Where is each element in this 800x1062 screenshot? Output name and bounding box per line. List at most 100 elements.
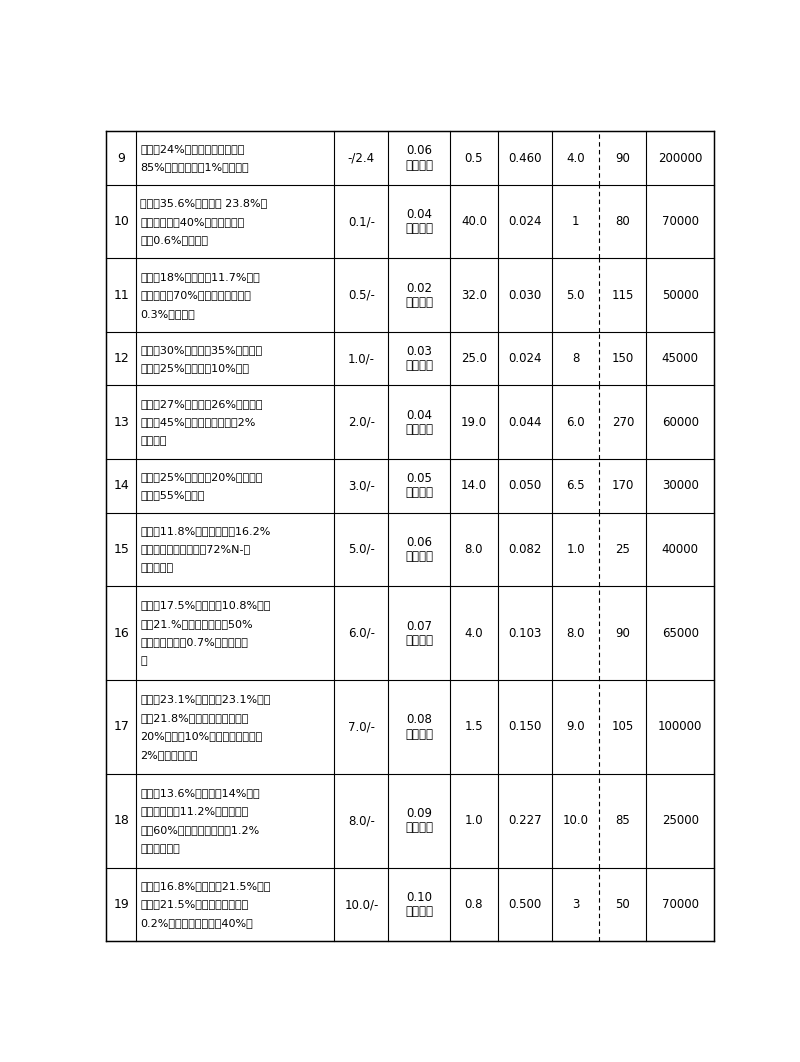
- Text: 0.07: 0.07: [406, 619, 432, 633]
- Text: 基吡咯烷酮: 基吡咯烷酮: [140, 563, 173, 572]
- Text: （氮气）: （氮气）: [406, 905, 434, 919]
- Text: 1.0/-: 1.0/-: [348, 353, 375, 365]
- Text: 单体：17.5%丙烯腈、10.8%丁二: 单体：17.5%丙烯腈、10.8%丁二: [140, 600, 270, 610]
- Text: 3.0/-: 3.0/-: [348, 479, 374, 493]
- Text: （空气）: （空气）: [406, 423, 434, 435]
- Text: 4.0: 4.0: [465, 627, 483, 639]
- Text: 1.5: 1.5: [465, 720, 483, 734]
- Text: 270: 270: [612, 416, 634, 429]
- Text: 12: 12: [114, 353, 129, 365]
- Text: 85: 85: [615, 815, 630, 827]
- Text: 25: 25: [615, 543, 630, 555]
- Text: 18: 18: [114, 815, 129, 827]
- Text: 二烯和21.5%丁二烯，引发剂：: 二烯和21.5%丁二烯，引发剂：: [140, 900, 248, 909]
- Text: 0.04: 0.04: [406, 208, 432, 221]
- Text: （氮气）: （氮气）: [406, 634, 434, 647]
- Text: 单体：11.8%对苯二甲酸和16.2%: 单体：11.8%对苯二甲酸和16.2%: [140, 526, 270, 536]
- Text: 60000: 60000: [662, 416, 698, 429]
- Text: （氮气）: （氮气）: [406, 222, 434, 235]
- Text: 6.0/-: 6.0/-: [348, 627, 375, 639]
- Text: 溶剂：45%二甲苯，催化剂：2%: 溶剂：45%二甲苯，催化剂：2%: [140, 417, 255, 427]
- Text: 0.09: 0.09: [406, 807, 432, 820]
- Text: 1.0: 1.0: [465, 815, 483, 827]
- Text: 4.0: 4.0: [566, 152, 585, 165]
- Text: 14: 14: [114, 479, 129, 493]
- Text: 70000: 70000: [662, 898, 698, 911]
- Text: 115: 115: [612, 289, 634, 302]
- Text: 20%甲苯和10%二甲苯，引发剂：: 20%甲苯和10%二甲苯，引发剂：: [140, 732, 262, 741]
- Text: 0.06: 0.06: [406, 144, 432, 157]
- Text: 0.2%过硫酸钾，溶剂：40%水: 0.2%过硫酸钾，溶剂：40%水: [140, 918, 253, 928]
- Text: 0.050: 0.050: [508, 479, 542, 493]
- Text: 单体：27%己二酸和26%己二胺，: 单体：27%己二酸和26%己二胺，: [140, 399, 262, 409]
- Text: 2.0/-: 2.0/-: [348, 416, 375, 429]
- Text: 8.0: 8.0: [566, 627, 585, 639]
- Text: 50: 50: [615, 898, 630, 911]
- Text: 8.0/-: 8.0/-: [348, 815, 374, 827]
- Text: 对苯二甲酰氯，溶剂：72%N-甲: 对苯二甲酰氯，溶剂：72%N-甲: [140, 545, 250, 554]
- Text: 5.0/-: 5.0/-: [348, 543, 374, 555]
- Text: 0.08: 0.08: [406, 714, 432, 726]
- Text: 150: 150: [612, 353, 634, 365]
- Text: 90: 90: [615, 152, 630, 165]
- Text: 9: 9: [118, 152, 125, 165]
- Text: （空气）: （空气）: [406, 486, 434, 499]
- Text: 氰: 氰: [140, 656, 146, 666]
- Text: 10: 10: [114, 216, 129, 228]
- Text: 2%偶氮二异丁氰: 2%偶氮二异丁氰: [140, 750, 198, 760]
- Text: 剂：60%二甲苯，引发剂：1.2%: 剂：60%二甲苯，引发剂：1.2%: [140, 825, 259, 835]
- Text: 单体：24%醋酸乙烯酯，溶剂：: 单体：24%醋酸乙烯酯，溶剂：: [140, 144, 244, 154]
- Text: 溶剂：25%二甲苯和10%甲苯: 溶剂：25%二甲苯和10%甲苯: [140, 362, 249, 373]
- Text: 200000: 200000: [658, 152, 702, 165]
- Text: 单体：16.8%苯乙烯、21.5%异戊: 单体：16.8%苯乙烯、21.5%异戊: [140, 881, 270, 891]
- Text: 单体：23.1%苯乙烯、23.1%丙烯: 单体：23.1%苯乙烯、23.1%丙烯: [140, 693, 270, 704]
- Text: 6.5: 6.5: [566, 479, 585, 493]
- Text: 0.044: 0.044: [508, 416, 542, 429]
- Text: 烯，溶剂：70%环己烷，引发剂：: 烯，溶剂：70%环己烷，引发剂：: [140, 290, 251, 301]
- Text: 10.0/-: 10.0/-: [344, 898, 378, 911]
- Text: 0.8: 0.8: [465, 898, 483, 911]
- Text: 25.0: 25.0: [461, 353, 487, 365]
- Text: 0.460: 0.460: [508, 152, 542, 165]
- Text: 单体：35.6%苯乙烯和 23.8%丁: 单体：35.6%苯乙烯和 23.8%丁: [140, 199, 267, 208]
- Text: 0.150: 0.150: [508, 720, 542, 734]
- Text: 16: 16: [114, 627, 129, 639]
- Text: 19.0: 19.0: [461, 416, 487, 429]
- Text: 0.024: 0.024: [508, 216, 542, 228]
- Text: 1.0: 1.0: [566, 543, 585, 555]
- Text: 45000: 45000: [662, 353, 698, 365]
- Text: 甲苯，引发剂：0.7%偶氮二异丁: 甲苯，引发剂：0.7%偶氮二异丁: [140, 637, 248, 648]
- Text: 0.02: 0.02: [406, 281, 432, 294]
- Text: 15: 15: [114, 543, 129, 555]
- Text: 170: 170: [612, 479, 634, 493]
- Text: 单体：25%己二酸和20%癸二胺，: 单体：25%己二酸和20%癸二胺，: [140, 472, 262, 482]
- Text: 19: 19: [114, 898, 129, 911]
- Text: （氮气）: （氮气）: [406, 821, 434, 835]
- Text: 0.227: 0.227: [508, 815, 542, 827]
- Text: 7.0/-: 7.0/-: [348, 720, 375, 734]
- Text: 单体：18%丙烯腈和11.7%丁二: 单体：18%丙烯腈和11.7%丁二: [140, 272, 260, 281]
- Text: 烯和21.%苯乙烯，溶剂：50%: 烯和21.%苯乙烯，溶剂：50%: [140, 619, 253, 629]
- Text: 10.0: 10.0: [562, 815, 589, 827]
- Text: 0.05: 0.05: [406, 473, 432, 485]
- Text: 0.030: 0.030: [508, 289, 542, 302]
- Text: 单体：13.6%苯乙烯、14%甲基: 单体：13.6%苯乙烯、14%甲基: [140, 788, 260, 798]
- Text: 50000: 50000: [662, 289, 698, 302]
- Text: -/2.4: -/2.4: [348, 152, 375, 165]
- Text: 5.0: 5.0: [566, 289, 585, 302]
- Text: 17: 17: [114, 720, 129, 734]
- Text: 1: 1: [572, 216, 579, 228]
- Text: （氮气）: （氮气）: [406, 550, 434, 563]
- Text: 14.0: 14.0: [461, 479, 487, 493]
- Text: 0.1/-: 0.1/-: [348, 216, 375, 228]
- Text: （氮气）: （氮气）: [406, 296, 434, 309]
- Text: 3: 3: [572, 898, 579, 911]
- Text: 0.103: 0.103: [508, 627, 542, 639]
- Text: 0.024: 0.024: [508, 353, 542, 365]
- Text: 0.082: 0.082: [508, 543, 542, 555]
- Text: 单体：30%乙二醇和35%己二酸，: 单体：30%乙二醇和35%己二酸，: [140, 345, 262, 355]
- Text: 0.3%正丁基锂: 0.3%正丁基锂: [140, 309, 194, 319]
- Text: 9.0: 9.0: [566, 720, 585, 734]
- Text: 40000: 40000: [662, 543, 698, 555]
- Text: 0.06: 0.06: [406, 536, 432, 549]
